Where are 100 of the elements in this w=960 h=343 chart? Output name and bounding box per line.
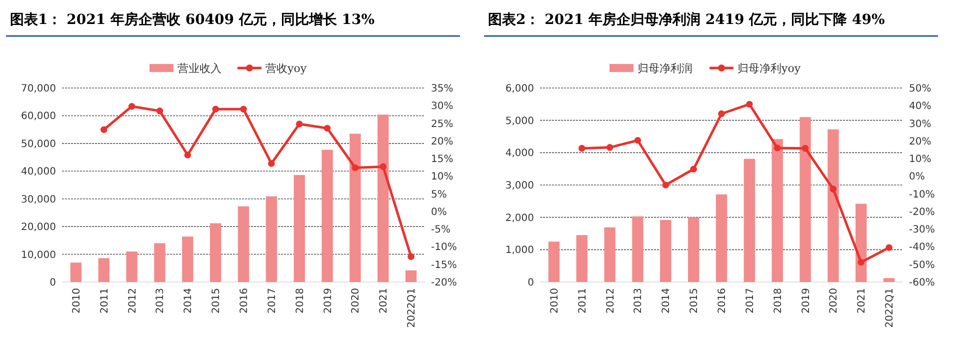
y2-tick-label: 0% — [909, 172, 925, 183]
legend-label: 归母净利润 — [638, 62, 692, 75]
bar — [604, 227, 616, 282]
x-tick-label: 2013 — [155, 288, 166, 314]
y-tick-label: 4,000 — [505, 148, 534, 160]
point — [578, 144, 586, 152]
point — [324, 124, 331, 132]
y2-tick-label: 30% — [431, 101, 454, 112]
x-tick-label: 2011 — [577, 288, 588, 314]
point — [774, 144, 781, 152]
y2-tick-label: -15% — [431, 260, 457, 271]
point — [212, 106, 219, 113]
x-tick-label: 2021 — [856, 288, 868, 314]
legend-label: 归母净利yoy — [738, 62, 802, 75]
y2-tick-label: 35% — [431, 84, 454, 94]
bar — [350, 134, 361, 282]
bar — [405, 270, 417, 282]
x-tick-label: 2011 — [99, 288, 110, 314]
point — [380, 163, 386, 170]
y2-tick-label: -60% — [909, 278, 935, 288]
y2-tick-label: -5% — [431, 224, 450, 236]
bar — [856, 204, 867, 282]
y2-tick-label: 5% — [431, 189, 447, 200]
y-tick-label: 70,000 — [21, 84, 56, 94]
bar — [632, 216, 644, 282]
y-tick-label: 60,000 — [21, 111, 56, 122]
point — [268, 160, 275, 167]
x-tick-label: 2020 — [350, 288, 362, 314]
x-tick-label: 2017 — [266, 288, 278, 314]
y-tick-label: 0 — [528, 278, 534, 288]
x-tick-label: 2017 — [744, 288, 756, 314]
point — [746, 100, 753, 108]
x-tick-label: 2012 — [605, 288, 616, 314]
x-tick-label: 2015 — [211, 288, 222, 314]
x-tick-label: 2022Q1 — [406, 288, 418, 328]
x-tick-label: 2013 — [633, 288, 644, 314]
legend-label: 营业收入 — [178, 62, 222, 75]
y-tick-label: 5,000 — [505, 116, 534, 127]
bar — [828, 129, 839, 282]
point — [802, 144, 809, 152]
point — [100, 126, 108, 133]
y2-tick-label: 0% — [431, 206, 447, 218]
y-tick-label: 30,000 — [21, 194, 56, 206]
bar — [266, 196, 278, 282]
bar — [576, 235, 588, 282]
point — [662, 182, 670, 188]
y2-tick-label: 20% — [909, 136, 932, 148]
x-tick-label: 2019 — [800, 288, 812, 314]
y-tick-label: 10,000 — [21, 250, 56, 261]
x-tick-label: 2022Q1 — [884, 288, 896, 328]
point — [718, 110, 725, 118]
x-tick-label: 2020 — [828, 288, 840, 314]
y-tick-label: 50,000 — [21, 138, 56, 150]
y2-tick-label: 15% — [431, 154, 454, 166]
y2-tick-label: -20% — [909, 206, 935, 218]
y2-tick-label: 10% — [909, 154, 932, 166]
legend-label: 营收yoy — [266, 62, 308, 75]
y-tick-label: 3,000 — [505, 180, 534, 192]
point — [296, 120, 303, 128]
point — [128, 102, 136, 110]
bar — [210, 223, 222, 282]
point — [240, 106, 247, 113]
bar — [126, 252, 138, 282]
point — [352, 164, 359, 172]
x-tick-label: 2014 — [183, 288, 194, 314]
point — [184, 152, 192, 158]
bar — [744, 158, 756, 282]
y-tick-label: 6,000 — [505, 84, 534, 94]
y2-tick-label: 30% — [909, 118, 932, 130]
bar — [98, 258, 110, 282]
x-tick-label: 2016 — [717, 288, 728, 314]
x-tick-label: 2018 — [294, 288, 306, 314]
bar — [548, 242, 560, 282]
y2-tick-label: 10% — [431, 172, 454, 183]
y2-tick-label: -20% — [431, 278, 457, 288]
bar — [182, 236, 194, 282]
point — [606, 144, 614, 151]
y-tick-label: 1,000 — [505, 245, 534, 256]
x-tick-label: 2012 — [127, 288, 138, 314]
bar — [800, 117, 811, 282]
y2-tick-label: 20% — [431, 136, 454, 148]
bar — [294, 175, 305, 282]
point — [886, 244, 892, 251]
bar — [772, 139, 783, 282]
y2-tick-label: 40% — [909, 101, 932, 112]
y2-tick-label: 50% — [909, 84, 932, 94]
bar — [322, 150, 333, 282]
y-tick-label: 0 — [50, 278, 56, 288]
y-tick-label: 2,000 — [505, 212, 534, 224]
x-tick-label: 2018 — [772, 288, 784, 314]
point — [858, 258, 864, 266]
bar — [238, 206, 250, 282]
x-tick-label: 2021 — [378, 288, 390, 314]
y2-tick-label: -10% — [909, 189, 935, 200]
bar — [688, 217, 700, 282]
y2-tick-label: 25% — [431, 118, 454, 130]
y2-tick-label: -10% — [431, 242, 457, 254]
chart-title: 图表2： 2021 年房企归母净利润 2419 亿元，同比下降 49% — [488, 11, 885, 28]
y-tick-label: 20,000 — [21, 222, 56, 234]
bar — [716, 194, 728, 282]
